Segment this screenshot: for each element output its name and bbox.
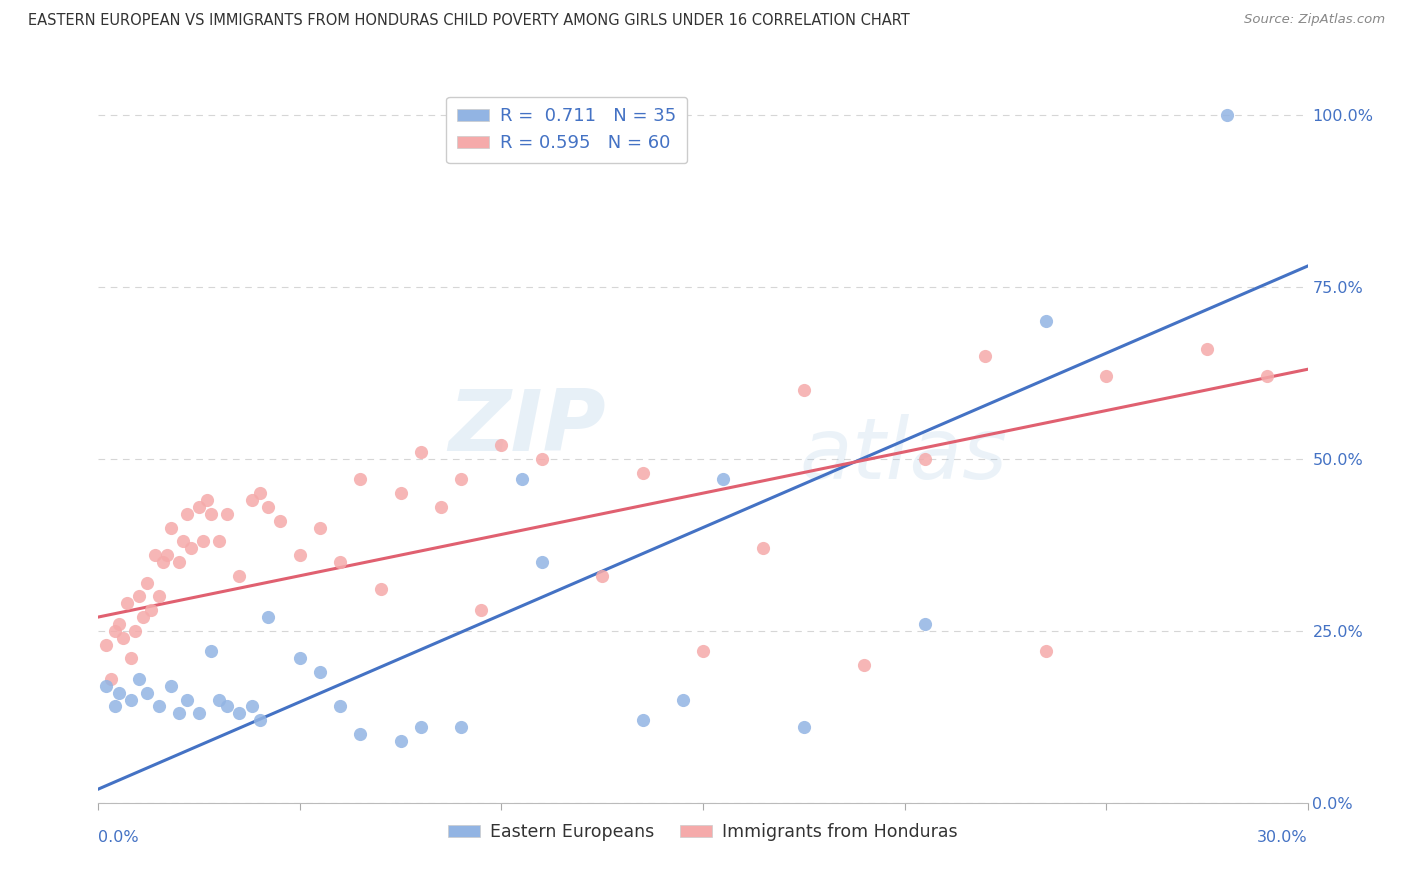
Point bbox=[132, 610, 155, 624]
Point bbox=[793, 383, 815, 397]
Point bbox=[370, 582, 392, 597]
Point bbox=[167, 706, 190, 721]
Point bbox=[450, 472, 472, 486]
Point bbox=[180, 541, 202, 556]
Point bbox=[240, 493, 263, 508]
Point bbox=[188, 500, 211, 514]
Point bbox=[288, 651, 311, 665]
Legend: Eastern Europeans, Immigrants from Honduras: Eastern Europeans, Immigrants from Hondu… bbox=[441, 816, 965, 848]
Point bbox=[128, 672, 150, 686]
Point bbox=[914, 451, 936, 466]
Point bbox=[228, 706, 250, 721]
Point bbox=[167, 555, 190, 569]
Point bbox=[135, 575, 157, 590]
Point bbox=[793, 720, 815, 734]
Point bbox=[107, 686, 129, 700]
Point bbox=[309, 665, 332, 679]
Point bbox=[160, 679, 183, 693]
Point bbox=[1095, 369, 1118, 384]
Point bbox=[111, 631, 134, 645]
Point bbox=[124, 624, 146, 638]
Point bbox=[409, 445, 432, 459]
Point bbox=[389, 734, 412, 748]
Point bbox=[470, 603, 492, 617]
Point bbox=[156, 548, 179, 562]
Point bbox=[135, 686, 157, 700]
Point bbox=[200, 507, 222, 521]
Point bbox=[100, 672, 122, 686]
Text: EASTERN EUROPEAN VS IMMIGRANTS FROM HONDURAS CHILD POVERTY AMONG GIRLS UNDER 16 : EASTERN EUROPEAN VS IMMIGRANTS FROM HOND… bbox=[28, 13, 910, 29]
Point bbox=[329, 555, 352, 569]
Point bbox=[115, 596, 138, 610]
Point bbox=[103, 624, 125, 638]
Point bbox=[288, 548, 311, 562]
Point bbox=[200, 644, 222, 658]
Point bbox=[672, 692, 695, 706]
Point bbox=[692, 644, 714, 658]
Point bbox=[208, 692, 231, 706]
Point bbox=[160, 520, 183, 534]
Point bbox=[853, 658, 876, 673]
Point bbox=[107, 616, 129, 631]
Point bbox=[974, 349, 997, 363]
Point bbox=[208, 534, 231, 549]
Point bbox=[148, 699, 170, 714]
Point bbox=[631, 713, 654, 727]
Point bbox=[103, 699, 125, 714]
Point bbox=[120, 692, 142, 706]
Point bbox=[1035, 644, 1057, 658]
Point bbox=[120, 651, 142, 665]
Point bbox=[349, 727, 371, 741]
Point bbox=[491, 438, 513, 452]
Text: ZIP: ZIP bbox=[449, 385, 606, 468]
Point bbox=[256, 500, 278, 514]
Point bbox=[249, 713, 271, 727]
Point bbox=[139, 603, 162, 617]
Point bbox=[1195, 342, 1218, 356]
Point bbox=[249, 486, 271, 500]
Point bbox=[752, 541, 775, 556]
Point bbox=[530, 451, 553, 466]
Point bbox=[309, 520, 332, 534]
Text: atlas: atlas bbox=[800, 415, 1008, 498]
Text: 0.0%: 0.0% bbox=[98, 830, 139, 845]
Point bbox=[1035, 314, 1057, 328]
Point bbox=[143, 548, 166, 562]
Point bbox=[430, 500, 453, 514]
Point bbox=[172, 534, 194, 549]
Point bbox=[1216, 108, 1239, 122]
Point bbox=[217, 699, 239, 714]
Text: 30.0%: 30.0% bbox=[1257, 830, 1308, 845]
Point bbox=[193, 534, 215, 549]
Point bbox=[914, 616, 936, 631]
Point bbox=[711, 472, 734, 486]
Point bbox=[228, 568, 250, 582]
Point bbox=[510, 472, 533, 486]
Point bbox=[269, 514, 291, 528]
Point bbox=[530, 555, 553, 569]
Point bbox=[389, 486, 412, 500]
Point bbox=[148, 590, 170, 604]
Point bbox=[188, 706, 211, 721]
Point bbox=[176, 507, 198, 521]
Point bbox=[96, 638, 118, 652]
Point bbox=[240, 699, 263, 714]
Point bbox=[1256, 369, 1278, 384]
Point bbox=[631, 466, 654, 480]
Point bbox=[409, 720, 432, 734]
Point bbox=[450, 720, 472, 734]
Point bbox=[128, 590, 150, 604]
Point bbox=[152, 555, 174, 569]
Point bbox=[96, 679, 118, 693]
Point bbox=[329, 699, 352, 714]
Point bbox=[256, 610, 278, 624]
Point bbox=[217, 507, 239, 521]
Point bbox=[349, 472, 371, 486]
Text: Source: ZipAtlas.com: Source: ZipAtlas.com bbox=[1244, 13, 1385, 27]
Point bbox=[176, 692, 198, 706]
Point bbox=[195, 493, 218, 508]
Point bbox=[591, 568, 613, 582]
